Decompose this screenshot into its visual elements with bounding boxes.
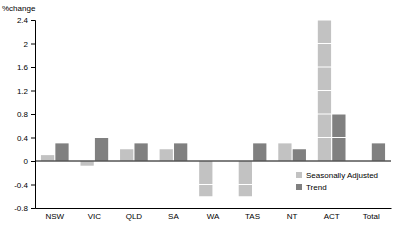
x-axis-line (36, 208, 392, 209)
legend-label: Trend (306, 183, 327, 192)
grid-line (35, 114, 391, 115)
y-axis-title: %change (2, 4, 36, 13)
grid-line (35, 20, 391, 21)
x-tick-label: Total (363, 212, 380, 221)
legend-label: Seasonally Adjusted (306, 171, 378, 180)
bar-series (41, 20, 331, 196)
plot: -0.8 -0.4 0 0.4 0.8 1.2 1.6 2 2.4 NSW VIC QLD SA WA TA… (14, 16, 391, 221)
bar (199, 161, 212, 196)
grid-line (35, 43, 391, 44)
legend: Seasonally Adjusted Trend (296, 171, 378, 192)
x-tick-label: WA (207, 212, 220, 221)
marks (35, 20, 391, 208)
x-tick: NT (287, 208, 298, 221)
x-tick: ACT (324, 208, 340, 221)
y-tick-label: 1.6 (17, 63, 29, 72)
y-tick-mark (31, 20, 35, 21)
y-tick-mark (31, 138, 35, 139)
y-tick-mark (31, 91, 35, 92)
bar (372, 143, 385, 161)
grid-line (35, 67, 391, 68)
y-tick-mark (31, 208, 35, 209)
bar (253, 143, 266, 161)
x-tick: SA (168, 208, 179, 221)
legend-swatch (296, 172, 302, 178)
y-tick-mark (31, 67, 35, 68)
x-tick-label: VIC (88, 212, 102, 221)
y-tick: 0.4 (17, 134, 35, 143)
x-tick-label: NT (287, 212, 298, 221)
bar (80, 161, 93, 166)
bar (55, 143, 68, 161)
bar (134, 143, 147, 161)
y-axis-line (31, 21, 36, 209)
x-tick-label: QLD (126, 212, 143, 221)
legend-swatch (296, 184, 302, 190)
bar (293, 149, 306, 161)
y-tick-label: 1.2 (17, 87, 29, 96)
bar (239, 161, 252, 196)
x-tick: WA (207, 208, 220, 221)
y-tick: 0 (24, 157, 35, 166)
x-tick-label: ACT (324, 212, 340, 221)
y-tick-mark (31, 161, 35, 162)
y-tick-label: 0.4 (17, 134, 29, 143)
grid-line (35, 208, 391, 209)
x-tick-label: TAS (245, 212, 260, 221)
y-tick: 1.2 (17, 87, 35, 96)
grid-line (35, 90, 391, 91)
bar (95, 138, 108, 162)
y-tick-label: 2 (24, 40, 29, 49)
y-tick-mark (31, 114, 35, 115)
grid-line (35, 137, 391, 138)
y-tick-label: -0.8 (14, 204, 28, 213)
bar (174, 143, 187, 161)
y-tick: 1.6 (17, 63, 35, 72)
x-tick: Total (363, 208, 380, 221)
x-tick: QLD (126, 208, 143, 221)
grid-line (35, 184, 391, 185)
bar (120, 149, 133, 161)
x-axis: NSW VIC QLD SA WA TAS NT ACT Total (36, 208, 392, 221)
y-axis: -0.8 -0.4 0 0.4 0.8 1.2 1.6 2 2.4 (14, 16, 35, 213)
bar (278, 143, 291, 161)
grid-line (35, 161, 391, 162)
x-tick-label: NSW (45, 212, 64, 221)
x-tick: NSW (45, 208, 64, 221)
grid (35, 20, 391, 208)
y-tick-label: 0 (24, 157, 29, 166)
y-tick-label: 0.8 (17, 110, 29, 119)
bar (41, 155, 54, 161)
x-tick-label: SA (168, 212, 179, 221)
y-tick-mark (31, 185, 35, 186)
y-tick: 0.8 (17, 110, 35, 119)
chart: -0.8 -0.4 0 0.4 0.8 1.2 1.6 2 2.4 NSW VIC QLD SA WA TA… (0, 0, 397, 227)
y-tick: 2 (24, 40, 35, 49)
x-tick: TAS (245, 208, 260, 221)
x-tick: VIC (88, 208, 102, 221)
bar (160, 149, 173, 161)
y-tick-label: 2.4 (17, 16, 29, 25)
y-tick-label: -0.4 (14, 181, 28, 190)
y-tick: 2.4 (17, 16, 35, 25)
y-tick: -0.4 (14, 181, 35, 190)
y-tick-mark (31, 44, 35, 45)
y-tick: -0.8 (14, 204, 35, 213)
zero-line (35, 161, 391, 162)
